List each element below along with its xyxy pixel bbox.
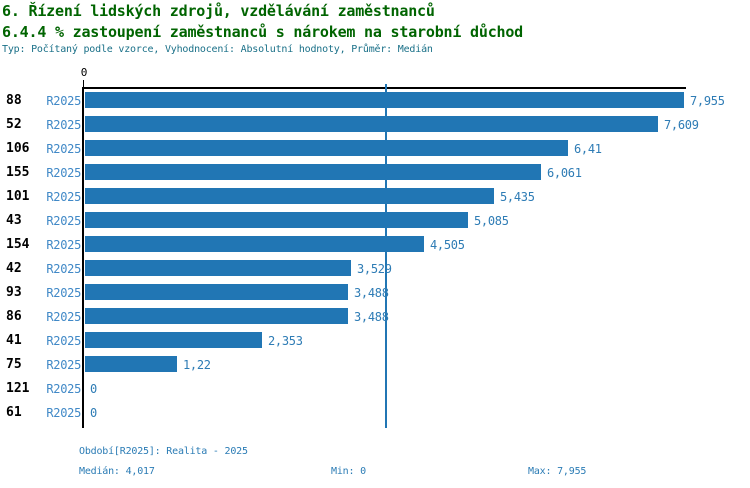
bar <box>85 92 684 108</box>
bar-value-label: 3,488 <box>354 310 389 324</box>
row-category-label: 155 <box>6 165 30 180</box>
bar-value-label: 5,085 <box>474 214 509 228</box>
row-period-label: R2025 <box>46 286 81 300</box>
row-category-label: 52 <box>6 117 22 132</box>
report-meta-line: Typ: Počítaný podle vzorce, Vyhodnocení:… <box>2 44 433 55</box>
row-period-label: R2025 <box>46 238 81 252</box>
bar <box>85 260 351 276</box>
footer-median-stat: Medián: 4,017 <box>79 466 155 477</box>
row-period-label: R2025 <box>46 214 81 228</box>
bar <box>85 332 262 348</box>
bar <box>85 140 568 156</box>
report-title-line2: 6.4.4 % zastoupení zaměstnanců s nárokem… <box>2 23 524 41</box>
row-period-label: R2025 <box>46 142 81 156</box>
bar-value-label: 4,505 <box>430 238 465 252</box>
x-axis-line <box>82 87 686 89</box>
row-category-label: 101 <box>6 189 30 204</box>
row-category-label: 88 <box>6 93 22 108</box>
median-reference-line <box>385 84 388 428</box>
bar-value-label: 0 <box>90 406 97 420</box>
bar-value-label: 2,353 <box>268 334 303 348</box>
bar-value-label: 0 <box>90 382 97 396</box>
x-axis-tick-label-zero: 0 <box>80 66 88 79</box>
row-category-label: 61 <box>6 405 22 420</box>
row-period-label: R2025 <box>46 334 81 348</box>
row-period-label: R2025 <box>46 118 81 132</box>
row-category-label: 86 <box>6 309 22 324</box>
row-period-label: R2025 <box>46 382 81 396</box>
bar-value-label: 7,955 <box>690 94 725 108</box>
bar-value-label: 3,488 <box>354 286 389 300</box>
bar-value-label: 7,609 <box>664 118 699 132</box>
row-category-label: 106 <box>6 141 30 156</box>
bar-value-label: 6,41 <box>574 142 602 156</box>
y-axis-line <box>82 88 84 428</box>
bar-value-label: 6,061 <box>547 166 582 180</box>
row-period-label: R2025 <box>46 262 81 276</box>
bar <box>85 308 348 324</box>
bar <box>85 116 658 132</box>
row-period-label: R2025 <box>46 166 81 180</box>
bar-chart: 0 88 R2025 7,955 52 R2025 7,609 106 R2025 6,41 15… <box>0 60 750 440</box>
footer-min-stat: Min: 0 <box>331 466 366 477</box>
bar <box>85 236 424 252</box>
row-period-label: R2025 <box>46 94 81 108</box>
row-category-label: 75 <box>6 357 22 372</box>
row-category-label: 121 <box>6 381 30 396</box>
row-category-label: 42 <box>6 261 22 276</box>
x-axis-tick-mark <box>83 80 84 88</box>
row-period-label: R2025 <box>46 310 81 324</box>
bar <box>85 188 494 204</box>
bar-value-label: 5,435 <box>500 190 535 204</box>
row-period-label: R2025 <box>46 406 81 420</box>
bar-value-label: 1,22 <box>183 358 211 372</box>
row-category-label: 93 <box>6 285 22 300</box>
footer-period-line: Období[R2025]: Realita - 2025 <box>79 446 248 457</box>
row-category-label: 154 <box>6 237 30 252</box>
row-category-label: 41 <box>6 333 22 348</box>
bar <box>85 356 177 372</box>
bar <box>85 212 468 228</box>
bar <box>85 284 348 300</box>
footer-max-stat: Max: 7,955 <box>528 466 587 477</box>
row-period-label: R2025 <box>46 190 81 204</box>
report-title-line1: 6. Řízení lidských zdrojů, vzdělávání za… <box>2 2 435 20</box>
row-period-label: R2025 <box>46 358 81 372</box>
row-category-label: 43 <box>6 213 22 228</box>
bar <box>85 164 541 180</box>
bar-value-label: 3,529 <box>357 262 392 276</box>
